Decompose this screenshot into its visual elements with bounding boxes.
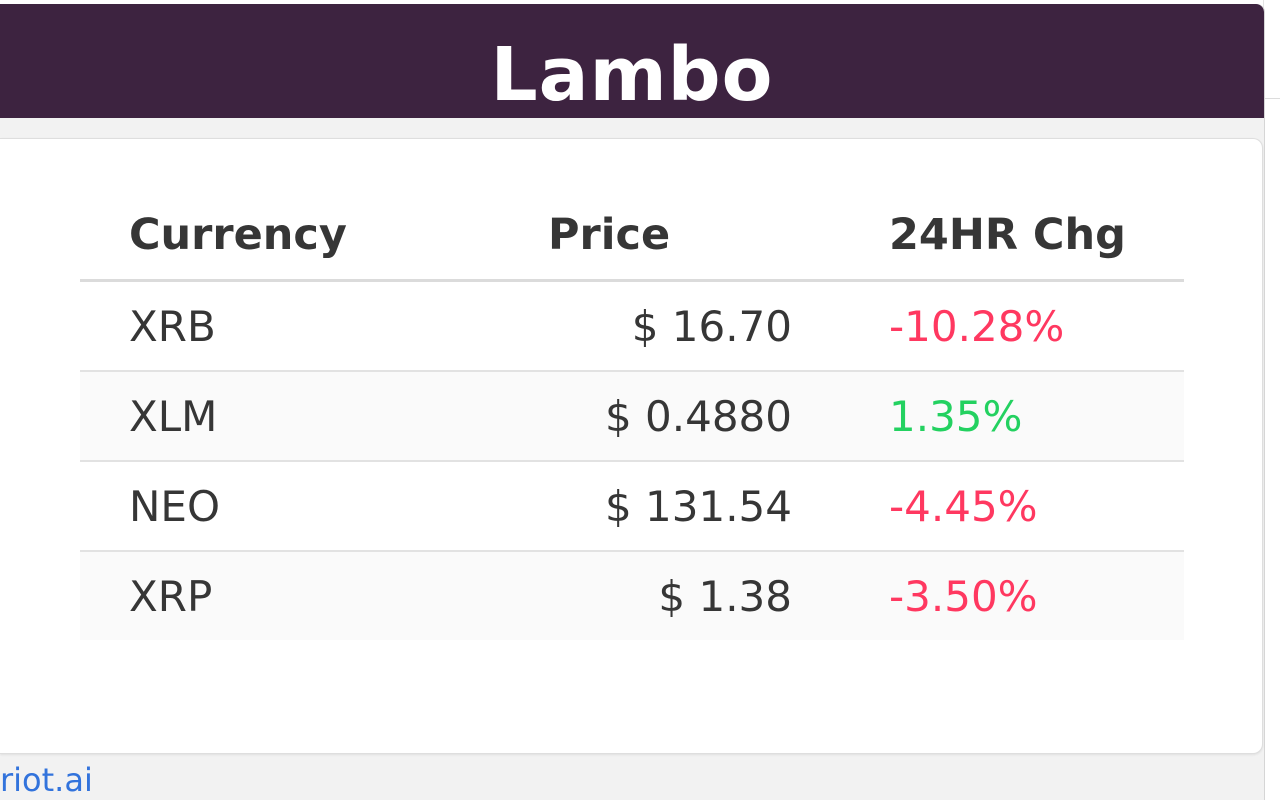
table-row[interactable]: XRB $ 16.70 -10.28% bbox=[80, 280, 1184, 372]
currency-cell: XRP bbox=[129, 571, 213, 621]
column-header-change: 24HR Chg bbox=[792, 191, 1184, 282]
change-cell: -4.45% bbox=[792, 461, 1184, 552]
price-cell: $ 0.4880 bbox=[509, 371, 792, 462]
background-page bbox=[1263, 0, 1280, 800]
currency-cell: XRB bbox=[80, 280, 509, 372]
prices-table: Currency Price 24HR Chg XRB $ 16.70 -10.… bbox=[80, 191, 1184, 640]
column-header-price: Price bbox=[509, 191, 792, 282]
table-row[interactable]: NEO $ 131.54 -4.45% bbox=[80, 461, 1184, 552]
price-cell: $ 131.54 bbox=[509, 461, 792, 552]
table-row[interactable]: XRP $ 1.38 -3.50% bbox=[80, 551, 1184, 640]
change-cell: -10.28% bbox=[792, 280, 1184, 372]
popup-header: Lambo bbox=[0, 4, 1264, 118]
price-cell: $ 1.38 bbox=[658, 571, 792, 621]
background-divider bbox=[1264, 98, 1280, 99]
table-row[interactable]: XLM $ 0.4880 1.35% bbox=[80, 371, 1184, 462]
currency-cell: XLM bbox=[80, 371, 509, 462]
currency-cell: NEO bbox=[80, 461, 509, 552]
table-header-row: Currency Price 24HR Chg bbox=[80, 191, 1184, 282]
app-title: Lambo bbox=[490, 32, 774, 118]
prices-card: Currency Price 24HR Chg XRB $ 16.70 -10.… bbox=[0, 138, 1263, 754]
extension-popup: Lambo Currency Price 24HR Chg XRB $ 16.7… bbox=[0, 4, 1265, 800]
change-cell: 1.35% bbox=[792, 371, 1184, 462]
price-cell: $ 16.70 bbox=[509, 280, 792, 372]
change-cell: -3.50% bbox=[889, 571, 1038, 621]
riot-ai-link[interactable]: riot.ai bbox=[0, 761, 93, 799]
column-header-currency: Currency bbox=[80, 191, 509, 282]
